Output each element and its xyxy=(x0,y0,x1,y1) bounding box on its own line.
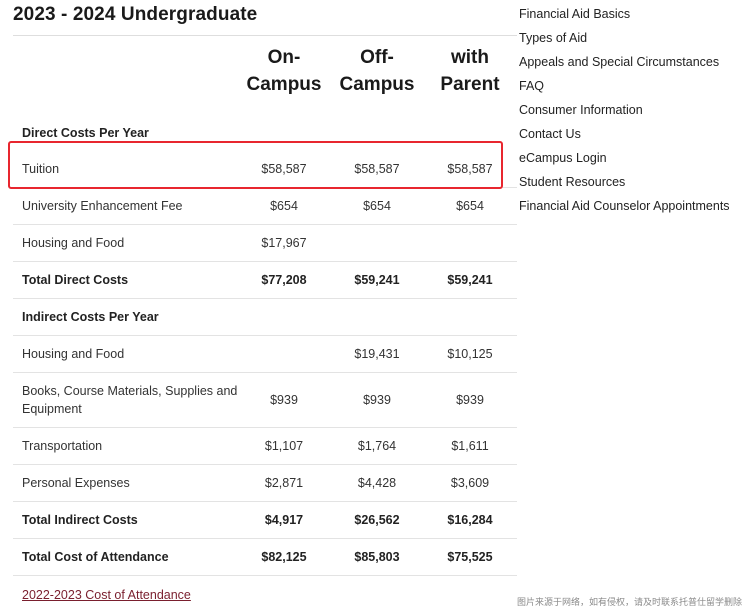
column-header-off-campus-line2: Campus xyxy=(339,74,415,95)
cell-with-parent: $75,525 xyxy=(447,550,493,564)
row-label: Transportation xyxy=(22,439,103,453)
row-label: Books, Course Materials, Supplies and Eq… xyxy=(22,384,238,416)
table-row-total-indirect: Total Indirect Costs $4,917 $26,562 $16,… xyxy=(13,502,517,539)
column-header-with-parent-line1: with xyxy=(451,47,489,68)
table-row-total-cost-of-attendance: Total Cost of Attendance $82,125 $85,803… xyxy=(13,539,517,576)
cell-on-campus xyxy=(237,336,331,372)
cell-off-campus: $19,431 xyxy=(354,347,400,361)
row-label: University Enhancement Fee xyxy=(22,199,183,213)
prior-year-cost-link[interactable]: 2022-2023 Cost of Attendance xyxy=(22,588,191,602)
cost-table: Direct Costs Per Year Tuition $58,587 $5… xyxy=(13,115,517,576)
cell-with-parent: $10,125 xyxy=(447,347,493,361)
sidebar-item-appeals[interactable]: Appeals and Special Circumstances xyxy=(519,55,720,69)
row-label: Housing and Food xyxy=(22,347,125,361)
page-title: 2023 - 2024 Undergraduate xyxy=(13,4,258,25)
row-label: Total Cost of Attendance xyxy=(22,550,169,564)
title-divider xyxy=(13,35,517,36)
cell-with-parent: $1,611 xyxy=(451,439,489,453)
cell-off-campus: $1,764 xyxy=(357,439,397,453)
row-label: Total Direct Costs xyxy=(22,273,129,287)
cell-off-campus: $654 xyxy=(363,199,391,213)
cell-on-campus: $4,917 xyxy=(264,513,304,527)
cell-with-parent: $58,587 xyxy=(447,162,493,176)
column-header-off-campus-line1: Off- xyxy=(360,47,394,68)
section-header-indirect-costs: Indirect Costs Per Year xyxy=(13,299,517,336)
column-header-on-campus: On- Campus xyxy=(237,44,331,98)
image-source-watermark: 图片来源于网络，如有侵权，请及时联系托普仕留学删除 xyxy=(516,597,742,607)
cell-off-campus: $939 xyxy=(363,393,391,407)
sidebar-item-student-resources[interactable]: Student Resources xyxy=(519,175,626,189)
row-label: Direct Costs Per Year xyxy=(22,126,149,140)
column-header-off-campus: Off- Campus xyxy=(330,44,424,98)
row-label: Tuition xyxy=(22,162,60,176)
table-row-transportation: Transportation $1,107 $1,764 $1,611 xyxy=(13,428,517,465)
cell-on-campus: $58,587 xyxy=(261,162,307,176)
table-row-books-supplies: Books, Course Materials, Supplies and Eq… xyxy=(13,373,517,428)
row-label: Indirect Costs Per Year xyxy=(22,310,159,324)
cell-off-campus: $4,428 xyxy=(357,476,397,490)
cell-with-parent xyxy=(423,225,517,261)
sidebar-item-ecampus-login[interactable]: eCampus Login xyxy=(519,151,607,165)
cell-on-campus: $939 xyxy=(270,393,298,407)
cell-on-campus: $2,871 xyxy=(264,476,304,490)
cell-off-campus: $59,241 xyxy=(354,273,400,287)
table-row-housing-food-indirect: Housing and Food $19,431 $10,125 xyxy=(13,336,517,373)
sidebar-item-financial-aid-basics[interactable]: Financial Aid Basics xyxy=(519,7,631,21)
section-header-direct-costs: Direct Costs Per Year xyxy=(13,115,517,151)
sidebar-item-contact-us[interactable]: Contact Us xyxy=(519,127,581,141)
sidebar-nav: Financial Aid Basics Types of Aid Appeal… xyxy=(519,2,730,218)
column-header-on-campus-line2: Campus xyxy=(246,74,322,95)
column-header-with-parent: with Parent xyxy=(423,44,517,98)
cell-with-parent: $939 xyxy=(456,393,484,407)
table-row-tuition: Tuition $58,587 $58,587 $58,587 xyxy=(13,151,517,188)
table-row-personal-expenses: Personal Expenses $2,871 $4,428 $3,609 xyxy=(13,465,517,502)
table-row-housing-food-direct: Housing and Food $17,967 xyxy=(13,225,517,262)
cell-with-parent: $3,609 xyxy=(450,476,490,490)
cell-on-campus: $1,107 xyxy=(264,439,304,453)
cell-off-campus xyxy=(330,225,424,261)
sidebar-item-consumer-information[interactable]: Consumer Information xyxy=(519,103,643,117)
row-label: Housing and Food xyxy=(22,236,125,250)
cell-with-parent: $59,241 xyxy=(447,273,493,287)
sidebar-item-faq[interactable]: FAQ xyxy=(519,79,545,93)
cell-off-campus: $26,562 xyxy=(354,513,400,527)
cell-on-campus: $77,208 xyxy=(261,273,307,287)
cell-on-campus: $82,125 xyxy=(261,550,307,564)
column-header-on-campus-line1: On- xyxy=(267,47,301,68)
column-header-with-parent-line2: Parent xyxy=(440,74,500,95)
cell-with-parent: $654 xyxy=(456,199,484,213)
cell-off-campus: $85,803 xyxy=(354,550,400,564)
sidebar-item-types-of-aid[interactable]: Types of Aid xyxy=(519,31,588,45)
table-row-enhancement-fee: University Enhancement Fee $654 $654 $65… xyxy=(13,188,517,225)
row-label: Total Indirect Costs xyxy=(22,513,138,527)
cell-on-campus: $17,967 xyxy=(261,236,307,250)
cell-with-parent: $16,284 xyxy=(447,513,493,527)
table-row-total-direct: Total Direct Costs $77,208 $59,241 $59,2… xyxy=(13,262,517,299)
cell-on-campus: $654 xyxy=(270,199,298,213)
sidebar-item-counselor-appointments[interactable]: Financial Aid Counselor Appointments xyxy=(519,199,730,213)
row-label: Personal Expenses xyxy=(22,476,130,490)
cell-off-campus: $58,587 xyxy=(354,162,400,176)
